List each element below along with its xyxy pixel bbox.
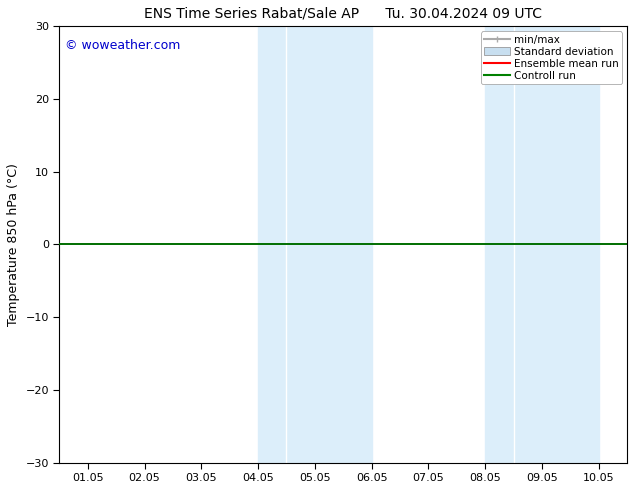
Bar — [258, 26, 287, 463]
Bar — [514, 26, 598, 463]
Bar — [485, 26, 514, 463]
Y-axis label: Temperature 850 hPa (°C): Temperature 850 hPa (°C) — [7, 163, 20, 326]
Bar — [287, 26, 372, 463]
Legend: min/max, Standard deviation, Ensemble mean run, Controll run: min/max, Standard deviation, Ensemble me… — [481, 31, 622, 84]
Title: ENS Time Series Rabat/Sale AP      Tu. 30.04.2024 09 UTC: ENS Time Series Rabat/Sale AP Tu. 30.04.… — [145, 7, 542, 21]
Text: © woweather.com: © woweather.com — [65, 39, 181, 52]
